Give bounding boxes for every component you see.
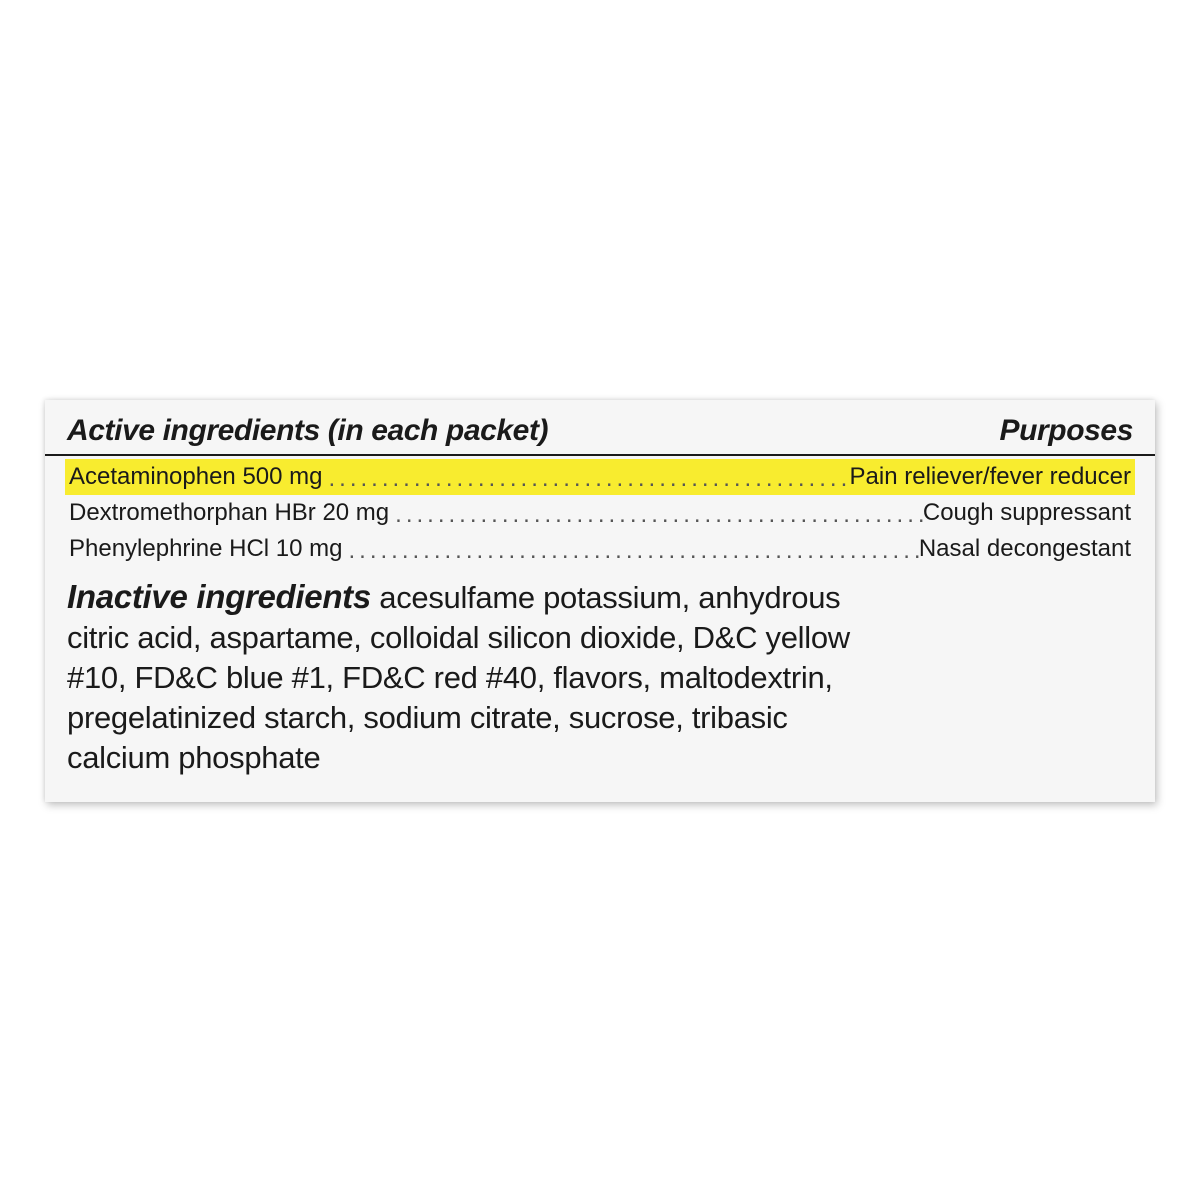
leader-dots: ........................................… (323, 461, 850, 497)
active-ingredients-list: Acetaminophen 500 mg....................… (45, 459, 1155, 567)
purposes-heading: Purposes (999, 414, 1133, 448)
leader-dots: ........................................… (342, 533, 918, 569)
drug-facts-panel: Active ingredients (in each packet) Purp… (45, 400, 1155, 802)
leader-dots: ........................................… (389, 497, 923, 533)
ingredient-purpose: Cough suppressant (923, 495, 1131, 531)
ingredient-name: Acetaminophen 500 mg (69, 459, 323, 495)
ingredient-row: Acetaminophen 500 mg....................… (65, 459, 1135, 495)
ingredient-purpose: Nasal decongestant (919, 531, 1131, 567)
header-row: Active ingredients (in each packet) Purp… (45, 414, 1155, 456)
inactive-ingredients-block: Inactive ingredients acesulfame potassiu… (45, 567, 919, 778)
active-ingredients-heading: Active ingredients (in each packet) (67, 414, 548, 448)
ingredient-name: Dextromethorphan HBr 20 mg (69, 495, 389, 531)
ingredient-row: Dextromethorphan HBr 20 mg..............… (67, 495, 1133, 531)
ingredient-name: Phenylephrine HCl 10 mg (69, 531, 342, 567)
inactive-ingredients-heading: Inactive ingredients (67, 578, 371, 615)
ingredient-purpose: Pain reliever/fever reducer (850, 459, 1131, 495)
ingredient-row: Phenylephrine HCl 10 mg.................… (67, 531, 1133, 567)
